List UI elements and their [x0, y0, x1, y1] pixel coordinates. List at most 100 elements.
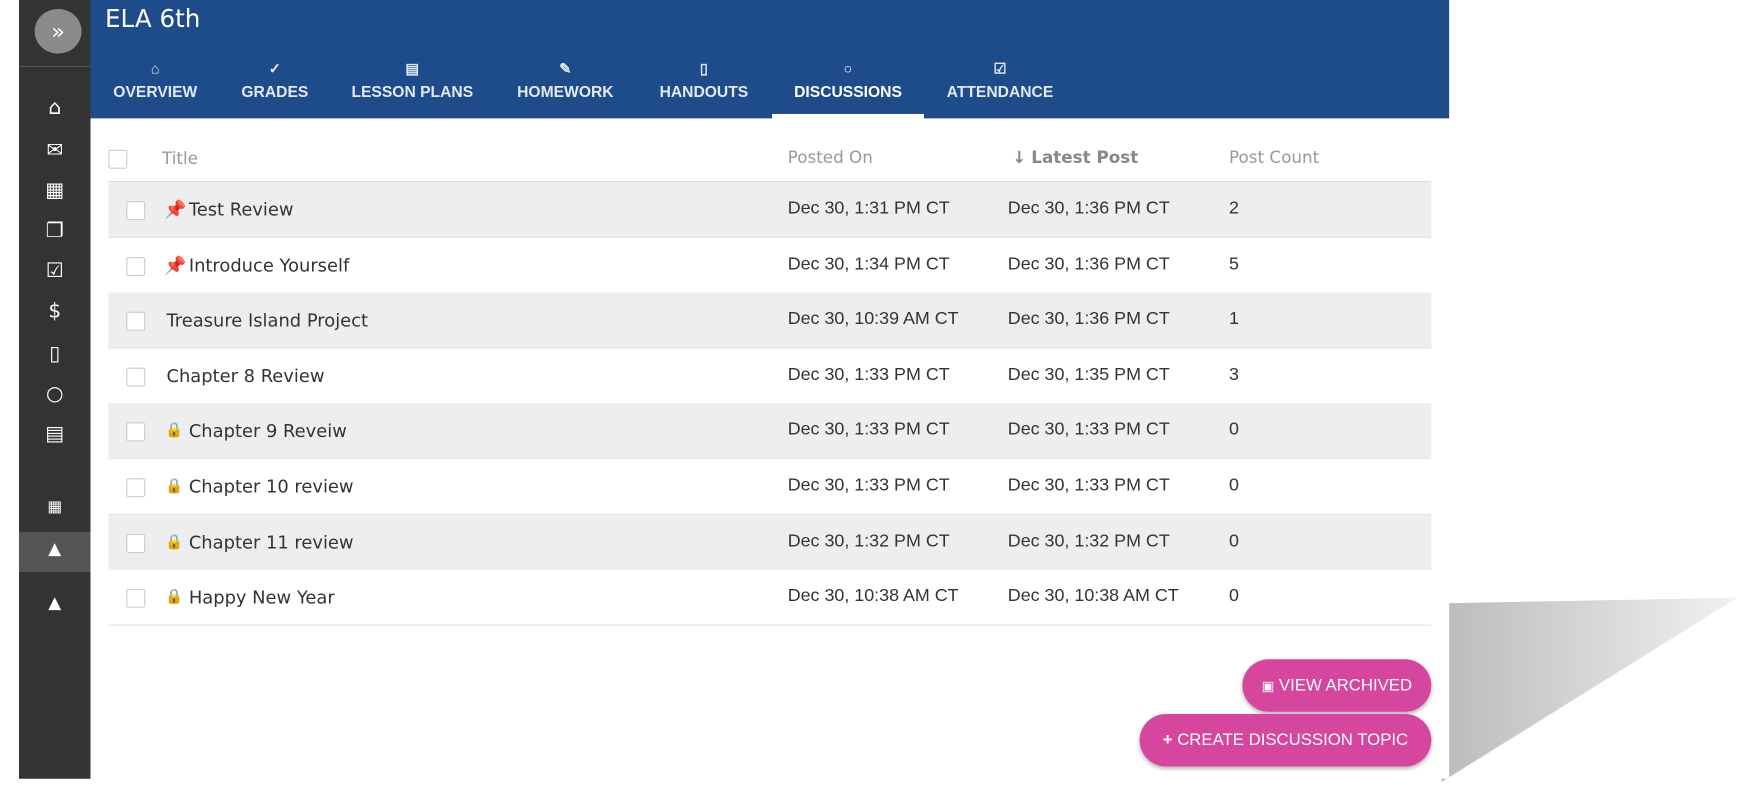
sort-arrow: ↓ — [1012, 147, 1027, 168]
nav-tab[interactable]: ▤ LESSON PLANS — [351, 56, 473, 119]
table-row[interactable] — [108, 570, 1432, 626]
tab-icon: ▯ — [699, 60, 708, 78]
pin-icon: 📌 — [164, 254, 187, 276]
topic-title[interactable]: Test Review — [188, 198, 294, 221]
table-row[interactable] — [108, 237, 1432, 294]
sidebar — [18, 0, 91, 779]
topic-title[interactable]: Introduce Yourself — [188, 254, 350, 276]
header — [90, 0, 1450, 119]
money-icon[interactable]: $ — [48, 299, 62, 323]
nav-tab[interactable]: ✎ HOMEWORK — [517, 56, 613, 119]
latest-post: Dec 30, 1:36 PM CT — [1007, 309, 1170, 329]
checklist-icon[interactable]: ☑ — [45, 259, 64, 283]
tab-icon: ○ — [843, 60, 853, 78]
latest-post: Dec 30, 1:36 PM CT — [1007, 254, 1170, 274]
lock-icon: 🔒 — [165, 533, 184, 551]
tab-label: HOMEWORK — [517, 82, 614, 101]
row-checkbox[interactable] — [126, 201, 146, 221]
divider — [18, 65, 91, 68]
table-row[interactable] — [108, 348, 1432, 405]
tab-label: LESSON PLANS — [351, 82, 474, 101]
topic-title[interactable]: Happy New Year — [188, 586, 335, 609]
posted-on: Dec 30, 1:33 PM CT — [787, 420, 950, 440]
create-topic-button[interactable]: + CREATE DISCUSSION TOPIC — [1139, 713, 1432, 767]
class-icon[interactable]: ▲ — [48, 592, 62, 613]
table-row[interactable] — [108, 182, 1432, 238]
lock-icon: 🔒 — [165, 589, 184, 606]
row-checkbox[interactable] — [126, 478, 146, 498]
shadow — [1441, 597, 1738, 783]
grid-icon[interactable]: ▦ — [47, 498, 63, 517]
active-tab-underline — [772, 113, 925, 119]
latest-post: Dec 30, 1:35 PM CT — [1007, 365, 1170, 385]
latest-post: Dec 30, 1:32 PM CT — [1007, 531, 1170, 551]
row-checkbox[interactable] — [126, 422, 146, 442]
view-archived-button[interactable]: ▣ VIEW ARCHIVED — [1242, 659, 1432, 712]
course-title: ELA 6th — [105, 5, 201, 34]
latest-post: Dec 30, 1:33 PM CT — [1007, 475, 1170, 495]
expand-button[interactable]: » — [34, 8, 82, 54]
pin-icon: 📌 — [164, 198, 187, 221]
topic-title[interactable]: Treasure Island Project — [166, 309, 368, 331]
tab-label: ATTENDANCE — [946, 82, 1054, 101]
row-checkbox[interactable] — [126, 311, 146, 331]
tab-label: GRADES — [241, 82, 309, 101]
active-class[interactable] — [18, 531, 91, 573]
post-count: 2 — [1229, 198, 1239, 218]
home-icon[interactable]: ⌂ — [48, 96, 62, 120]
nav-tab[interactable]: ✓ GRADES — [241, 56, 308, 119]
row-checkbox[interactable] — [126, 256, 146, 276]
topic-title[interactable]: Chapter 9 Reveiw — [188, 420, 347, 442]
latest-post: Dec 30, 1:33 PM CT — [1007, 420, 1170, 440]
posted-on: Dec 30, 1:32 PM CT — [787, 531, 950, 551]
document-icon[interactable]: ▤ — [45, 422, 65, 446]
column-header[interactable]: Title — [162, 148, 198, 169]
post-count: 0 — [1229, 475, 1239, 495]
latest-post: Dec 30, 1:36 PM CT — [1007, 198, 1170, 218]
topic-title[interactable]: Chapter 11 review — [188, 531, 354, 553]
divider — [108, 181, 1432, 183]
tab-label: OVERVIEW — [113, 82, 198, 101]
tab-label: DISCUSSIONS — [794, 82, 902, 101]
post-count: 1 — [1229, 309, 1239, 329]
tab-icon: ▤ — [405, 60, 420, 78]
column-header[interactable]: Latest Post — [1031, 147, 1139, 168]
nav-tab[interactable]: ○ DISCUSSIONS — [794, 56, 902, 119]
table-row[interactable] — [108, 292, 1432, 349]
tab-icon: ☑ — [993, 60, 1007, 78]
posted-on: Dec 30, 1:33 PM CT — [787, 475, 950, 495]
row-checkbox[interactable] — [126, 589, 146, 609]
chat-icon[interactable]: ○ — [45, 382, 64, 406]
nav-tab[interactable]: ▯ HANDOUTS — [660, 56, 749, 119]
lock-icon: 🔒 — [165, 422, 184, 440]
mail-icon[interactable]: ✉ — [46, 138, 64, 163]
copy-icon[interactable]: ❐ — [45, 218, 64, 243]
row-checkbox[interactable] — [126, 533, 146, 553]
post-count: 0 — [1229, 531, 1239, 551]
lock-icon: 🔒 — [165, 478, 184, 495]
file-icon[interactable]: ▯ — [49, 341, 61, 366]
post-count: 0 — [1229, 586, 1239, 606]
nav-tab[interactable]: ☑ ATTENDANCE — [947, 56, 1054, 119]
posted-on: Dec 30, 1:34 PM CT — [787, 254, 950, 274]
topic-title[interactable]: Chapter 8 Review — [166, 365, 325, 387]
table-row[interactable] — [108, 403, 1432, 460]
tab-label: HANDOUTS — [659, 82, 749, 101]
table-row[interactable] — [108, 514, 1432, 571]
column-header[interactable]: Posted On — [787, 147, 873, 168]
class-icon[interactable]: ▲ — [48, 538, 62, 559]
table-row[interactable] — [108, 459, 1432, 516]
row-checkbox[interactable] — [126, 367, 146, 387]
calendar-icon[interactable]: ▦ — [45, 178, 65, 203]
column-header[interactable]: Post Count — [1229, 147, 1320, 168]
topic-title[interactable]: Chapter 10 review — [188, 475, 354, 498]
post-count: 0 — [1229, 420, 1239, 440]
tab-icon: ✓ — [268, 60, 281, 78]
nav-tab[interactable]: ⌂ OVERVIEW — [113, 56, 197, 119]
post-count: 5 — [1229, 254, 1239, 274]
tab-icon: ⌂ — [150, 60, 160, 78]
latest-post: Dec 30, 10:38 AM CT — [1007, 586, 1179, 606]
select-all-checkbox[interactable] — [108, 149, 128, 169]
